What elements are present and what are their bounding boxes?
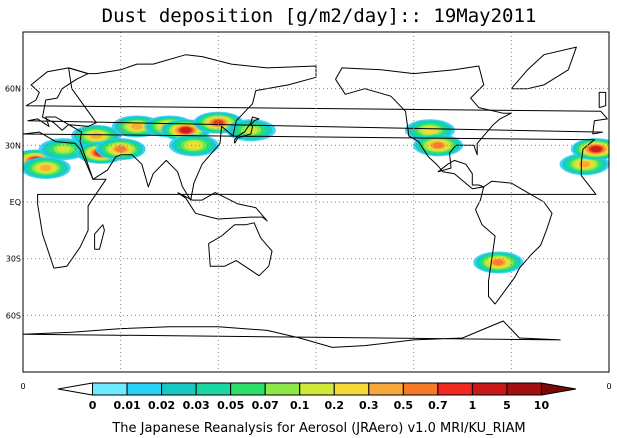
colorbar-swatch <box>92 382 128 396</box>
lat-tick-label: 30N <box>5 141 21 150</box>
colorbar-swatch <box>506 382 542 396</box>
colorbar-tick-label: 0.05 <box>217 399 244 412</box>
coastline <box>475 180 553 305</box>
dust-contour <box>423 126 437 134</box>
lat-tick-label: EQ <box>10 198 21 207</box>
colorbar-swatch <box>402 382 439 396</box>
map-title: Dust deposition [g/m2/day]:: 19May2011 <box>102 5 537 27</box>
colorbar-right-end-label: 0 <box>606 382 611 391</box>
colorbar-swatch <box>471 382 508 396</box>
dust-contour <box>578 161 591 168</box>
colorbar: 0 0.01 0.02 0.03 0.05 0.07 0.1 0.2 0.3 0.5 0.7 1 5 10… <box>20 382 611 412</box>
graticule <box>23 32 609 372</box>
coastline <box>177 192 268 222</box>
colorbar-tick-label: 0.2 <box>325 399 345 412</box>
map-frame <box>22 31 610 373</box>
dust-contour <box>244 126 258 134</box>
dust-contour <box>180 127 191 134</box>
colorbar-tick-label: 0.01 <box>113 399 140 412</box>
colorbar-tick-label: 0.03 <box>183 399 210 412</box>
footer-credit: The Japanese Reanalysis for Aerosol (JRA… <box>111 421 525 436</box>
colorbar-swatch <box>264 382 301 396</box>
map-border <box>22 31 610 373</box>
lat-tick-label: 60S <box>6 311 21 320</box>
colorbar-tick-label: 0.1 <box>290 399 310 412</box>
coastline <box>68 54 317 201</box>
colorbar-tick-label: 0.02 <box>148 399 175 412</box>
coastline <box>598 91 607 109</box>
coastline <box>335 65 512 190</box>
dust-contour <box>115 146 127 153</box>
lat-tick-label: 30S <box>6 255 21 264</box>
colorbar-swatch <box>333 382 370 396</box>
colorbar-swatch <box>57 382 94 396</box>
coastline <box>234 116 260 144</box>
coastlines <box>23 46 608 348</box>
colorbar-tick-label: 0.07 <box>252 399 279 412</box>
colorbar-tick-label: 0.3 <box>359 399 379 412</box>
dust-contour <box>590 146 601 152</box>
colorbar-swatch <box>195 382 232 396</box>
colorbar-tick-label: 1 <box>469 399 477 412</box>
dust-contour <box>131 123 143 130</box>
colorbar-swatch <box>230 382 266 396</box>
colorbar-tick-label: 0.5 <box>394 399 414 412</box>
colorbar-tick-label: 5 <box>503 399 511 412</box>
colorbar-left-end-label: 0 <box>20 382 25 391</box>
dust-field <box>23 111 609 274</box>
coastline <box>23 131 597 269</box>
dust-contour <box>432 142 444 149</box>
dust-contour <box>40 164 52 172</box>
colorbar-swatch <box>540 382 577 396</box>
coastline <box>25 67 608 135</box>
colorbar-swatch <box>299 382 335 396</box>
dust-contour <box>57 145 71 153</box>
dust-contour <box>187 142 201 149</box>
colorbar-swatch <box>126 382 163 396</box>
coastline <box>23 320 561 348</box>
coastline <box>94 224 105 250</box>
latitude-labels: 60N 30N EQ 30S 60S <box>5 85 21 321</box>
colorbar-tick-label: 0 <box>89 399 97 412</box>
lat-tick-label: 60N <box>5 85 21 94</box>
coastline <box>208 222 273 277</box>
coastline <box>510 46 577 90</box>
colorbar-swatch <box>368 382 404 396</box>
colorbar-tick-label: 0.7 <box>428 399 448 412</box>
dust-contour <box>492 259 504 266</box>
colorbar-swatch <box>161 382 197 396</box>
colorbar-swatch <box>437 382 473 396</box>
colorbar-tick-label: 10 <box>534 399 550 412</box>
dust-contour <box>90 132 102 140</box>
